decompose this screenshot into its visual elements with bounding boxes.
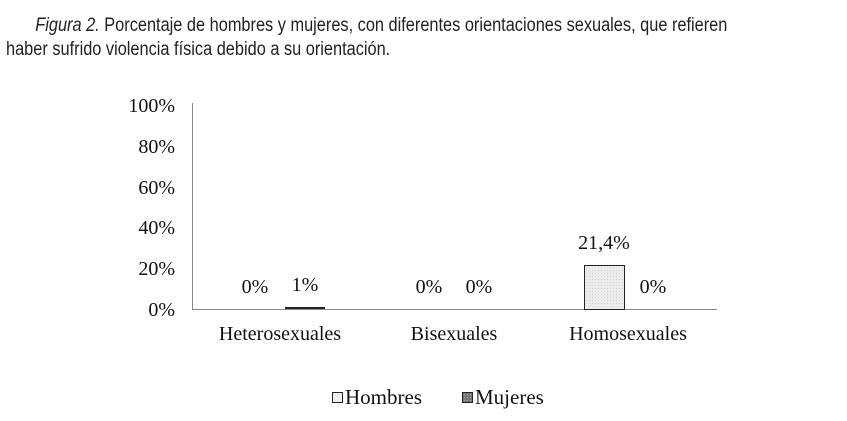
y-tick-0: 0% [148,299,175,321]
legend-item-hombres: Hombres [332,385,422,410]
figure-label: Figura 2. [35,15,100,36]
value-label-bi-mujeres: 0% [465,276,493,298]
y-axis [192,103,193,310]
hombres-swatch-icon [332,392,343,403]
bar-homo-hombres [584,265,625,310]
value-label-hetero-hombres: 0% [241,276,269,298]
value-label-homo-mujeres: 0% [639,276,667,298]
x-category-bisexuales: Bisexuales [410,323,498,345]
y-tick-80: 80% [138,136,175,158]
caption-line-2: haber sufrido violencia física debido a … [6,39,391,60]
value-label-homo-hombres: 21,4% [578,232,630,254]
figure-caption: Figura 2. Porcentaje de hombres y mujere… [6,14,727,62]
x-axis [192,309,717,310]
legend-label-hombres: Hombres [345,385,422,409]
legend: Hombres Mujeres [332,385,584,410]
y-tick-100: 100% [128,95,175,117]
mujeres-swatch-icon [462,392,473,403]
y-tick-40: 40% [138,217,175,239]
x-category-heterosexuales: Heterosexuales [218,323,342,345]
bar-hetero-mujeres [285,307,325,309]
value-label-hetero-mujeres: 1% [291,274,319,296]
legend-label-mujeres: Mujeres [475,385,544,409]
y-tick-20: 20% [138,258,175,280]
x-category-homosexuales: Homosexuales [569,323,687,345]
caption-line-1: Porcentaje de hombres y mujeres, con dif… [99,15,728,36]
value-label-bi-hombres: 0% [415,276,443,298]
legend-item-mujeres: Mujeres [462,385,544,410]
y-tick-60: 60% [138,177,175,199]
